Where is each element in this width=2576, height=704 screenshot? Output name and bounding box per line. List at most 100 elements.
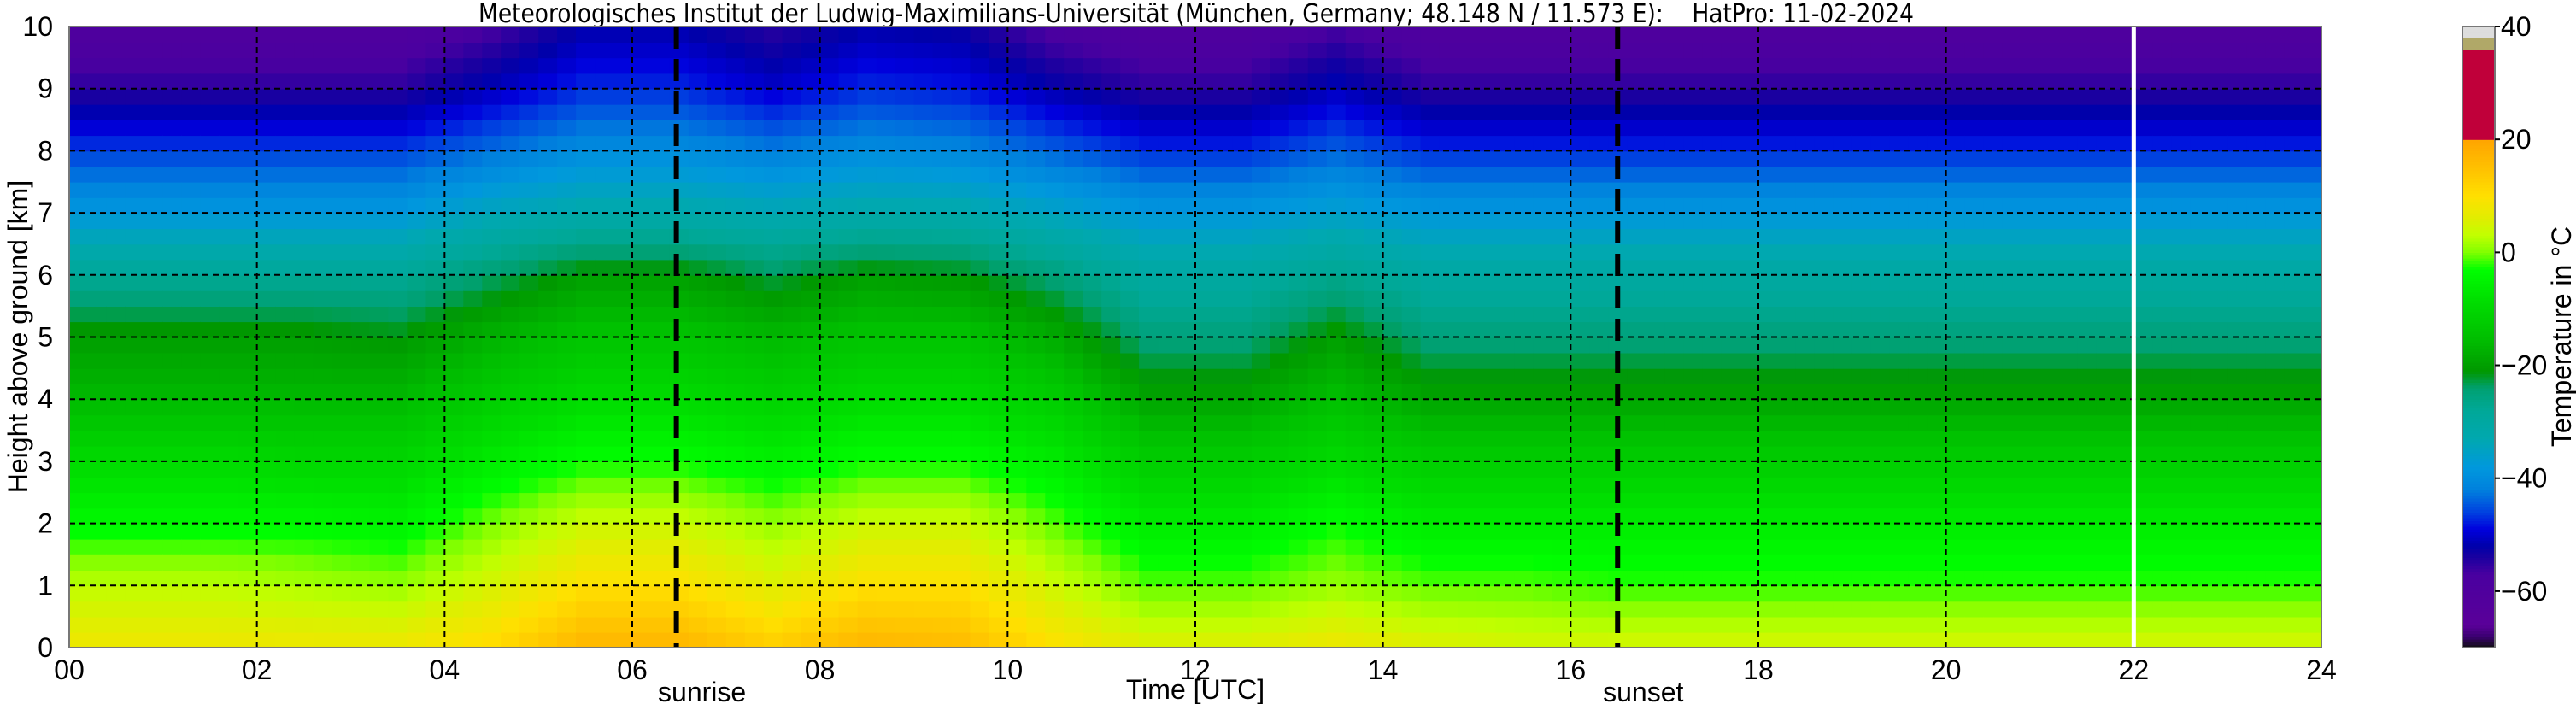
- heatmap-cell: [1945, 523, 1966, 540]
- heatmap-cell: [895, 228, 915, 245]
- heatmap-cell: [88, 570, 108, 587]
- heatmap-cell: [144, 57, 164, 74]
- heatmap-cell: [2190, 523, 2209, 540]
- heatmap-cell: [1007, 337, 1028, 354]
- heatmap-cell: [1683, 88, 1703, 105]
- heatmap-cell: [1721, 554, 1740, 571]
- heatmap-cell: [1514, 477, 1534, 494]
- heatmap-cell: [2209, 213, 2228, 230]
- heatmap-cell: [951, 290, 971, 307]
- heatmap-cell: [951, 523, 971, 540]
- heatmap-cell: [1251, 430, 1271, 447]
- heatmap-cell: [1307, 538, 1328, 555]
- heatmap-cell: [1646, 352, 1665, 369]
- heatmap-cell: [1514, 538, 1534, 555]
- heatmap-cell: [407, 523, 427, 540]
- heatmap-cell: [144, 367, 164, 384]
- heatmap-cell: [1288, 585, 1309, 602]
- heatmap-cell: [1288, 88, 1309, 105]
- heatmap-cell: [744, 103, 765, 120]
- heatmap-cell: [1889, 228, 1910, 245]
- heatmap-cell: [1026, 384, 1047, 400]
- heatmap-cell: [801, 570, 821, 587]
- heatmap-cell: [2152, 274, 2173, 291]
- heatmap-cell: [2002, 570, 2022, 587]
- heatmap-cell: [407, 492, 427, 509]
- heatmap-cell: [1064, 306, 1083, 323]
- heatmap-cell: [200, 213, 220, 230]
- heatmap-cell: [1288, 367, 1309, 384]
- heatmap-cell: [1364, 601, 1384, 618]
- heatmap-cell: [1307, 120, 1328, 137]
- heatmap-cell: [538, 274, 558, 291]
- heatmap-cell: [1889, 430, 1910, 447]
- heatmap-cell: [1139, 477, 1159, 494]
- heatmap-cell: [219, 57, 239, 74]
- heatmap-cell: [1514, 57, 1534, 74]
- heatmap-cell: [313, 523, 333, 540]
- heatmap-cell: [1964, 492, 1985, 509]
- heatmap-cell: [688, 616, 708, 633]
- heatmap-cell: [1120, 585, 1140, 602]
- heatmap-cell: [744, 414, 765, 431]
- heatmap-cell: [2077, 477, 2098, 494]
- heatmap-cell: [1177, 554, 1196, 571]
- x-tick-label: 14: [1368, 654, 1399, 685]
- heatmap-cell: [219, 570, 239, 587]
- x-tick-label: 20: [1931, 654, 1962, 685]
- heatmap-cell: [669, 352, 689, 369]
- heatmap-cell: [106, 166, 126, 183]
- heatmap-cell: [425, 554, 446, 571]
- heatmap-cell: [256, 135, 277, 152]
- heatmap-cell: [1777, 430, 1797, 447]
- colorbar-segment: [2462, 255, 2495, 259]
- heatmap-cell: [350, 507, 371, 525]
- heatmap-cell: [1345, 616, 1365, 633]
- heatmap-cell: [1889, 321, 1910, 338]
- heatmap-cell: [519, 507, 539, 525]
- heatmap-cell: [256, 26, 277, 43]
- heatmap-cell: [895, 73, 915, 90]
- heatmap-cell: [1270, 259, 1290, 276]
- heatmap-cell: [1889, 181, 1910, 198]
- heatmap-cell: [2058, 414, 2079, 431]
- heatmap-cell: [989, 26, 1009, 43]
- heatmap-cell: [2096, 274, 2116, 291]
- heatmap-cell: [2190, 461, 2209, 478]
- heatmap-cell: [407, 461, 427, 478]
- heatmap-cell: [219, 135, 239, 152]
- heatmap-cell: [651, 321, 671, 338]
- heatmap-cell: [2152, 430, 2173, 447]
- heatmap-cell: [162, 585, 183, 602]
- heatmap-cell: [2058, 120, 2079, 137]
- heatmap-cell: [181, 631, 202, 648]
- heatmap-cell: [1251, 367, 1271, 384]
- colorbar-segment: [2462, 430, 2495, 434]
- heatmap-cell: [838, 414, 859, 431]
- heatmap-cell: [1664, 228, 1684, 245]
- heatmap-cell: [838, 290, 859, 307]
- x-tick-label: 22: [2119, 654, 2150, 685]
- heatmap-cell: [1364, 492, 1384, 509]
- plot-frame: [68, 26, 2322, 648]
- heatmap-cell: [2115, 120, 2135, 137]
- heatmap-cell: [538, 213, 558, 230]
- heatmap-cell: [1758, 42, 1778, 59]
- heatmap-cell: [1964, 554, 1985, 571]
- heatmap-cell: [144, 507, 164, 525]
- heatmap-cell: [2303, 601, 2322, 618]
- heatmap-cell: [1045, 616, 1065, 633]
- heatmap-cell: [989, 274, 1009, 291]
- heatmap-cell: [181, 321, 202, 338]
- heatmap-cell: [2209, 445, 2228, 462]
- heatmap-cell: [1983, 507, 2004, 525]
- heatmap-cell: [69, 367, 89, 384]
- y-tick-label: 6: [38, 260, 53, 290]
- heatmap-cell: [1721, 523, 1740, 540]
- heatmap-cell: [125, 166, 145, 183]
- heatmap-cell: [669, 228, 689, 245]
- heatmap-cell: [69, 306, 89, 323]
- heatmap-cell: [162, 166, 183, 183]
- heatmap-cell: [538, 601, 558, 618]
- heatmap-cell: [1495, 570, 1516, 587]
